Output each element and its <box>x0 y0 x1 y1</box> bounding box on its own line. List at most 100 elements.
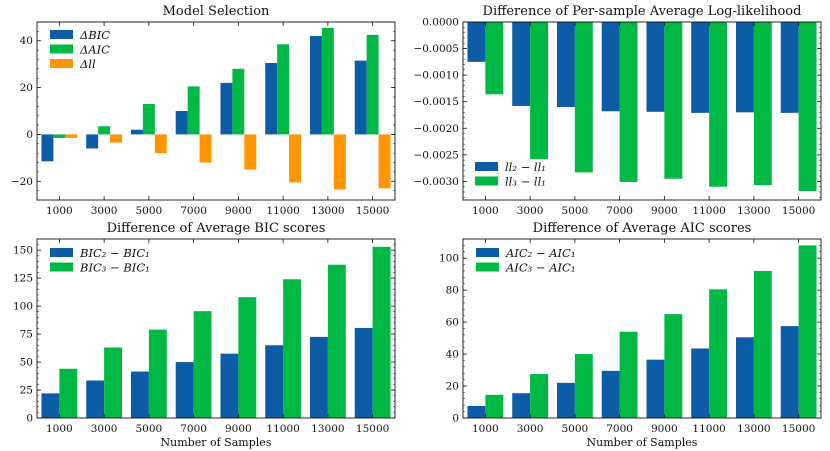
y-tick-label: 150 <box>13 245 33 257</box>
legend-swatch <box>50 59 73 68</box>
bar-13000-series-1 <box>309 36 322 135</box>
chart-panel-3: Difference of Average BIC scores 0 25 50 75 1… <box>13 221 396 449</box>
bar-9000-series-1 <box>220 353 239 418</box>
bar-13000-series-2 <box>753 270 772 418</box>
legend-swatch <box>476 248 499 257</box>
x-tick-label: 7000 <box>180 423 207 435</box>
x-tick-label: 13000 <box>737 205 770 217</box>
bar-15000-series-3 <box>378 134 391 189</box>
x-tick-label: 11000 <box>266 423 299 435</box>
bar-7000-series-1 <box>175 362 194 418</box>
legend-swatch <box>50 44 73 54</box>
bar-7000-series-2 <box>193 311 212 418</box>
legend-label: BIC₃ − BIC₁ <box>79 261 150 275</box>
bar-5000-series-3 <box>154 134 167 154</box>
bar-13000-series-2 <box>321 27 334 135</box>
bar-9000-series-2 <box>238 297 257 418</box>
bar-1000-series-3 <box>65 134 78 138</box>
x-tick-label: 1000 <box>472 423 499 435</box>
bar-7000-series-1 <box>175 111 188 135</box>
y-tick-label: 20 <box>20 82 33 94</box>
bar-3000-series-1 <box>86 380 105 418</box>
bar-3000-series-2 <box>530 22 549 160</box>
bar-7000-series-2 <box>187 86 200 135</box>
bar-13000-series-1 <box>735 337 754 418</box>
chart-title: Difference of Average AIC scores <box>533 221 752 236</box>
y-tick-label: −0.0015 <box>413 96 459 108</box>
bar-3000-series-1 <box>86 134 99 149</box>
y-tick-label: 100 <box>439 253 459 265</box>
bar-3000-series-1 <box>512 393 531 418</box>
bar-11000-series-2 <box>709 289 728 418</box>
plot-frame <box>36 21 396 201</box>
y-tick-label: 75 <box>20 329 33 341</box>
bar-9000-series-1 <box>646 359 665 418</box>
y-tick-label: −0.0010 <box>413 70 459 82</box>
bar-1000-series-1 <box>467 22 486 62</box>
bar-5000-series-2 <box>574 22 593 173</box>
legend-label: Δll <box>79 57 96 71</box>
legend-swatch <box>50 248 73 257</box>
y-tick-label: 40 <box>446 349 459 361</box>
x-tick-label: 1000 <box>46 205 73 217</box>
y-tick-label: 100 <box>13 301 33 313</box>
bar-1000-series-1 <box>41 393 60 418</box>
bar-1000-series-2 <box>485 22 504 95</box>
x-tick-label: 7000 <box>180 205 207 217</box>
bar-13000-series-2 <box>327 264 346 418</box>
chart-title: Model Selection <box>163 4 270 19</box>
bar-11000-series-2 <box>277 44 290 135</box>
bar-5000-series-2 <box>574 354 593 418</box>
x-tick-label: 9000 <box>651 423 678 435</box>
bar-11000-series-1 <box>691 348 710 418</box>
x-tick-label: 5000 <box>136 205 163 217</box>
legend-label: ΔAIC <box>79 43 110 57</box>
x-tick-label: 7000 <box>606 205 633 217</box>
chart-panel-4: Difference of Average AIC scores 0 20 40 60 8… <box>439 221 822 449</box>
bar-11000-series-2 <box>709 22 728 187</box>
bar-7000-series-1 <box>601 370 620 418</box>
x-tick-label: 11000 <box>692 423 725 435</box>
legend-swatch <box>475 162 498 171</box>
x-tick-label: 9000 <box>225 423 252 435</box>
bar-7000-series-2 <box>619 331 638 418</box>
bar-13000-series-3 <box>333 134 346 190</box>
x-tick-label: 3000 <box>91 205 118 217</box>
bar-3000-series-2 <box>98 126 111 135</box>
bar-15000-series-1 <box>780 326 799 418</box>
bar-9000-series-1 <box>220 82 233 135</box>
bar-15000-series-1 <box>354 327 373 418</box>
y-tick-label: 0.0000 <box>422 17 459 29</box>
x-tick-label: 5000 <box>136 423 163 435</box>
chart-title: Difference of Average BIC scores <box>107 221 326 236</box>
y-tick-label: 20 <box>446 381 459 393</box>
bar-7000-series-2 <box>619 22 638 182</box>
y-tick-label: −0.0030 <box>413 176 459 188</box>
bar-11000-series-3 <box>289 134 302 183</box>
y-tick-label: 0 <box>26 413 33 425</box>
bar-11000-series-1 <box>691 22 710 113</box>
x-axis-label: Number of Samples <box>161 436 272 449</box>
bar-9000-series-2 <box>664 22 683 179</box>
bar-15000-series-2 <box>366 34 379 135</box>
legend-swatch <box>50 262 73 272</box>
legend-swatch <box>50 30 73 39</box>
legend-label: BIC₂ − BIC₁ <box>79 246 150 260</box>
x-tick-label: 9000 <box>225 205 252 217</box>
bar-5000-series-1 <box>556 382 575 418</box>
bar-13000-series-2 <box>753 22 772 186</box>
bar-5000-series-1 <box>556 22 575 108</box>
bar-11000-series-1 <box>265 345 284 418</box>
bar-15000-series-2 <box>798 22 817 191</box>
bar-7000-series-3 <box>199 134 212 163</box>
plot-frame <box>462 21 822 201</box>
y-tick-label: 60 <box>446 317 459 329</box>
bar-15000-series-2 <box>372 246 391 418</box>
bar-13000-series-1 <box>735 22 754 113</box>
x-tick-label: 1000 <box>472 205 499 217</box>
x-tick-label: 11000 <box>692 205 725 217</box>
